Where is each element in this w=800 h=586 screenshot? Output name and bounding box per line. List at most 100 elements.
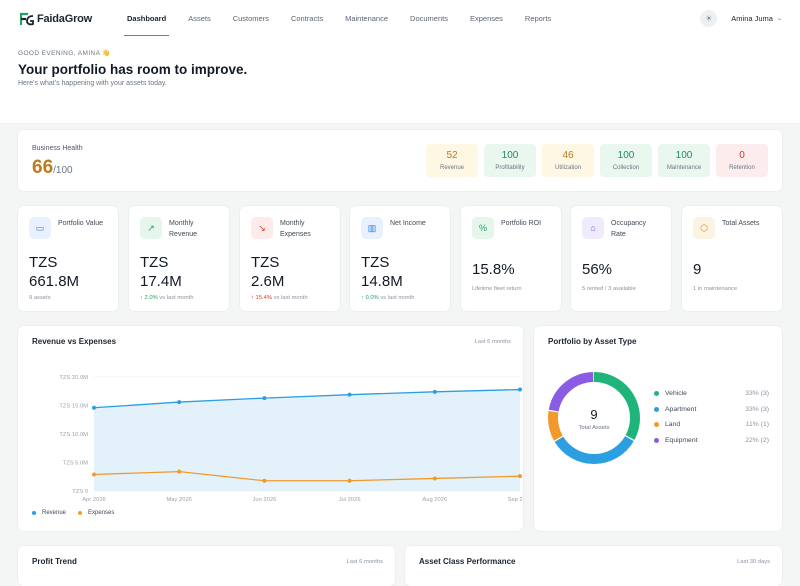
kpi-card-total-assets[interactable]: ⬡ Total Assets 9 1 in maintenance: [682, 206, 782, 311]
tab-documents[interactable]: Documents: [410, 14, 448, 23]
x-tick-label: Jun 2026: [252, 497, 276, 503]
business-health-card: Business Health 66/100 52 Revenue 100 Profi…: [18, 130, 782, 191]
profit-title: Profit Trend: [32, 557, 77, 566]
kpi-card-portfolio-roi[interactable]: % Portfolio ROI 15.8% Lifetime fleet return: [461, 206, 561, 311]
asset-class-title: Asset Class Performance: [419, 557, 516, 566]
home-icon: ⌂: [582, 217, 604, 239]
legend-label: Equipment: [665, 436, 698, 444]
logo-icon: [20, 12, 34, 25]
user-name: Amina Juma: [731, 14, 773, 23]
wallet-icon: ▭: [29, 217, 51, 239]
kpi-amount: 9: [693, 261, 702, 278]
pill-value: 52: [446, 150, 458, 161]
pill-label: Retention: [729, 165, 755, 171]
y-tick-label: TZS 0: [72, 489, 88, 495]
tab-expenses[interactable]: Expenses: [469, 14, 503, 23]
expenses-point: [432, 476, 437, 481]
page-subtitle: Here's what's happening with your assets…: [18, 80, 167, 87]
tab-maintenance[interactable]: Maintenance: [345, 14, 389, 23]
legend-item-land: Land 11% (1): [654, 421, 769, 428]
legend-value: 11% (1): [745, 421, 769, 428]
legend-dot: [654, 437, 659, 443]
expenses-point: [347, 478, 352, 483]
donut-center-label: Total Assets: [579, 425, 610, 431]
expenses-point: [177, 469, 182, 474]
legend-value: 33% (3): [745, 405, 769, 413]
pill-label: Revenue: [439, 165, 465, 171]
donut-slice-vehicle[interactable]: [548, 372, 640, 464]
profit-trend-card: Profit Trend Last 6 months: [18, 546, 395, 586]
legend-expenses: Expenses: [88, 510, 115, 516]
brand-logo[interactable]: FaidaGrow: [20, 12, 116, 26]
kpi-subtext: 9 assets: [29, 295, 107, 301]
legend-revenue: Revenue: [42, 510, 67, 516]
kpi-value: TZS 14.8M: [361, 253, 439, 291]
profit-period: Last 6 months: [346, 559, 383, 565]
pill-label: Utilization: [554, 165, 581, 171]
kpi-card-occupancy-rate[interactable]: ⌂ Occupancy Rate 56% 5 rented / 3 available: [571, 206, 671, 311]
kpi-subtext-label: Lifetime fleet return: [472, 286, 522, 292]
health-pill-profitability: 100 Profitability: [484, 144, 536, 177]
chart-legend: Revenue Expenses: [32, 510, 114, 516]
kpi-label: Monthly Expenses: [280, 220, 311, 238]
kpi-card-monthly-revenue[interactable]: ↗ Monthly Revenue TZS 17.4M ↑ 2.0% vs last m…: [129, 206, 229, 311]
health-score-max: /100: [53, 165, 73, 176]
chart-title: Revenue vs Expenses: [32, 337, 117, 346]
kpi-card-monthly-expenses[interactable]: ↘ Monthly Expenses TZS 2.6M ↑ 15.4% vs last …: [240, 206, 340, 311]
tab-contracts[interactable]: Contracts: [290, 14, 324, 23]
tab-reports[interactable]: Reports: [524, 14, 552, 23]
trend-down-icon: ↘: [251, 217, 273, 239]
kpi-subtext: ↑ 0.0% vs last month: [361, 295, 439, 301]
donut-slice-apartment[interactable]: [548, 372, 640, 464]
legend-value: 33% (3): [745, 390, 769, 397]
kpi-value: TZS 661.8M: [29, 253, 107, 291]
tab-dashboard[interactable]: Dashboard: [116, 0, 177, 37]
kpi-change: ↑ 0.0%: [361, 295, 379, 301]
legend-dot: [654, 391, 659, 396]
sun-icon: ☀: [705, 14, 713, 23]
legend-label: Land: [665, 421, 681, 428]
chart-period: Last 6 months: [474, 339, 511, 345]
kpi-subtext-label: vs last month: [378, 295, 415, 301]
user-menu[interactable]: Amina Juma ⌄: [731, 14, 782, 23]
legend-dot: [32, 511, 36, 515]
health-pill-maintenance: 100 Maintenance: [658, 144, 710, 177]
revenue-point: [518, 387, 522, 392]
nav-tabs: Dashboard Assets Customers Contracts Mainten…: [116, 0, 562, 37]
kpi-amount: 17.4M: [140, 273, 182, 290]
expenses-point: [92, 472, 96, 477]
kpi-subtext-label: vs last month: [157, 295, 194, 301]
kpi-subtext: Lifetime fleet return: [472, 286, 550, 292]
donut-slice-land[interactable]: [548, 372, 640, 464]
kpi-currency: TZS: [361, 254, 390, 271]
kpi-card-net-income[interactable]: ▥ Net Income TZS 14.8M ↑ 0.0% vs last month: [350, 206, 450, 311]
pill-value: 46: [562, 150, 574, 161]
x-tick-label: Apr 2026: [82, 497, 106, 503]
asset-class-period: Last 30 days: [737, 559, 770, 565]
brand-name: FaidaGrow: [37, 12, 93, 25]
pill-label: Profitability: [495, 165, 525, 171]
asset-type-donut: 9 Total Assets: [548, 372, 640, 464]
kpi-amount: 14.8M: [361, 273, 403, 290]
kpi-subtext-label: 5 rented / 3 available: [582, 286, 636, 292]
revenue-expenses-chart: TZS 0 TZS 5.0M TZS 10.0M TZS 15.0M TZS 20.0M…: [59, 375, 523, 503]
kpi-value: 9: [693, 260, 771, 279]
kpi-currency: TZS: [140, 254, 169, 271]
pill-label: Collection: [612, 165, 640, 171]
kpi-card-portfolio-value[interactable]: ▭ Portfolio Value TZS 661.8M 9 assets: [18, 206, 118, 311]
kpi-value: TZS 17.4M: [140, 253, 218, 291]
health-pill-retention: 0 Retention: [716, 144, 768, 177]
kpi-value: 56%: [582, 260, 660, 279]
theme-toggle-button[interactable]: ☀: [700, 10, 718, 27]
tab-customers[interactable]: Customers: [232, 14, 269, 23]
tab-assets[interactable]: Assets: [188, 14, 211, 23]
kpi-label: Portfolio Value: [58, 220, 104, 227]
kpi-subtext: ↑ 2.0% vs last month: [140, 295, 218, 301]
y-tick-label: TZS 20.0M: [59, 375, 88, 381]
kpi-label: Net Income: [390, 220, 426, 227]
y-tick-label: TZS 10.0M: [59, 432, 88, 438]
kpi-subtext: 5 rented / 3 available: [582, 286, 660, 292]
pill-label: Maintenance: [666, 165, 702, 171]
health-label: Business Health: [32, 145, 83, 152]
